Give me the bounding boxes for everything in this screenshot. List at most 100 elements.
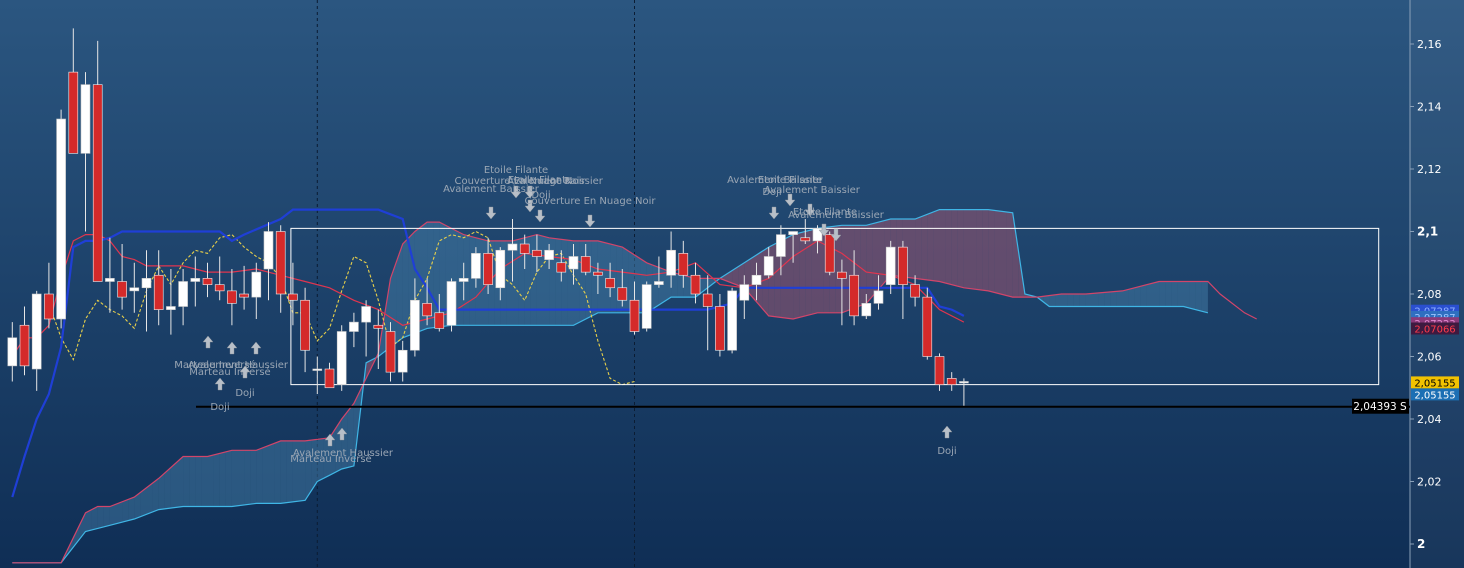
cloud-segment-bull <box>628 251 635 313</box>
cloud-segment-bull <box>512 239 519 326</box>
candle <box>300 287 310 373</box>
support-line-group: 2,04393 S <box>196 398 1410 414</box>
candle <box>324 362 335 389</box>
cloud-segment-bull <box>1104 291 1111 307</box>
candle <box>727 287 737 354</box>
candle <box>885 240 896 294</box>
cloud-segment-bull <box>262 445 269 504</box>
candle <box>153 250 164 326</box>
cloud-segment-bull <box>1201 281 1208 313</box>
candle-body <box>483 253 493 285</box>
candle <box>434 294 445 332</box>
cloud-segment-bear <box>982 209 989 291</box>
cloud-segment-bull <box>1134 286 1141 307</box>
cloud-segment-bull <box>1061 294 1068 307</box>
price-axis-label-box <box>1411 376 1459 389</box>
cloud-segment-bull <box>1153 281 1160 307</box>
candle <box>934 353 945 391</box>
candle <box>227 269 237 326</box>
support-label: 2,04393 S <box>1353 401 1407 413</box>
pattern-label: Avalement Baissier <box>507 176 604 187</box>
candle-body <box>739 284 750 301</box>
candle <box>251 262 262 319</box>
cloud-segment-bull <box>219 451 226 507</box>
cloud-segment-bull <box>1092 292 1099 307</box>
candle <box>202 262 213 298</box>
price-axis-label-text: 2,07066 <box>1414 325 1455 336</box>
y-tick-label: 2,16 <box>1417 38 1442 51</box>
cloud-segment-bull <box>427 222 434 329</box>
candle-body <box>239 293 249 298</box>
candle-body <box>56 118 66 320</box>
candle-body <box>800 237 811 242</box>
cloud-segment-bear <box>878 220 885 290</box>
cloud-segment-bull <box>524 236 531 326</box>
candle <box>544 244 554 269</box>
candle <box>239 265 249 310</box>
cloud-segment-bear <box>787 234 794 319</box>
y-tick-label: 2,08 <box>1417 288 1442 301</box>
cloud-segment-bull <box>1043 295 1050 307</box>
candle <box>507 219 518 282</box>
pattern-label: Doji <box>762 187 781 198</box>
candle <box>80 72 91 232</box>
cloud-segment-bull <box>274 440 281 504</box>
candle <box>275 225 286 313</box>
cloud-segment-bear <box>1012 212 1019 298</box>
candle-body <box>495 249 506 289</box>
cloud-segment-bull <box>1049 294 1056 307</box>
cloud-segment-bull <box>146 483 153 515</box>
cloud-segment-bull <box>1140 284 1147 307</box>
cloud-segment-bear <box>951 209 958 287</box>
candle <box>593 262 603 294</box>
candle <box>776 225 786 276</box>
cloud-segment-bear <box>805 229 812 316</box>
arrow-up-icon <box>214 377 226 391</box>
candle <box>44 262 54 329</box>
y-tick-label: 2,12 <box>1417 163 1442 176</box>
cloud-segment-bull <box>1146 283 1153 307</box>
candle-body <box>776 234 786 257</box>
candle <box>702 275 713 351</box>
cloud-segment-bull <box>402 237 409 338</box>
candle <box>471 247 481 288</box>
candle <box>483 237 493 294</box>
cloud-segment-bull <box>1183 281 1190 309</box>
cloud-segment-bear <box>994 210 1001 294</box>
candle-body <box>80 84 91 154</box>
pattern-label: Doji <box>235 388 254 399</box>
pattern-label: Avalement Baissier <box>443 184 540 195</box>
candle <box>751 262 762 301</box>
cloud-segment-bull <box>268 443 275 504</box>
cloud-segment-bear <box>976 209 983 291</box>
candle <box>739 275 750 319</box>
candle <box>19 306 30 376</box>
cloud-segment-bull <box>634 254 641 313</box>
candle <box>31 290 42 391</box>
candle-body <box>751 274 762 285</box>
arrow-up-icon <box>226 341 238 355</box>
candle <box>349 312 359 348</box>
cloud-segment-bull <box>299 440 306 502</box>
price-axis-background <box>1410 0 1464 568</box>
arrow-down-icon <box>804 203 816 217</box>
candle-body <box>641 284 652 329</box>
cloud-segment-bull <box>1177 281 1184 307</box>
candle-body <box>715 306 725 351</box>
cloud-segment-bull <box>116 501 123 524</box>
cloud-segment-bull <box>134 492 141 519</box>
candle-body <box>471 253 481 279</box>
candle-body <box>458 278 469 282</box>
candle-body <box>580 256 591 273</box>
candle-body <box>507 243 518 251</box>
cloud-segment-bull <box>73 525 80 548</box>
candle <box>556 250 567 282</box>
candle <box>166 269 176 335</box>
y-tick-label: 2,1 <box>1417 225 1438 239</box>
candle <box>92 40 103 282</box>
cloud-segment-bull <box>1116 290 1123 307</box>
cloud-segment-bull <box>140 487 147 517</box>
candle-body <box>300 299 310 351</box>
